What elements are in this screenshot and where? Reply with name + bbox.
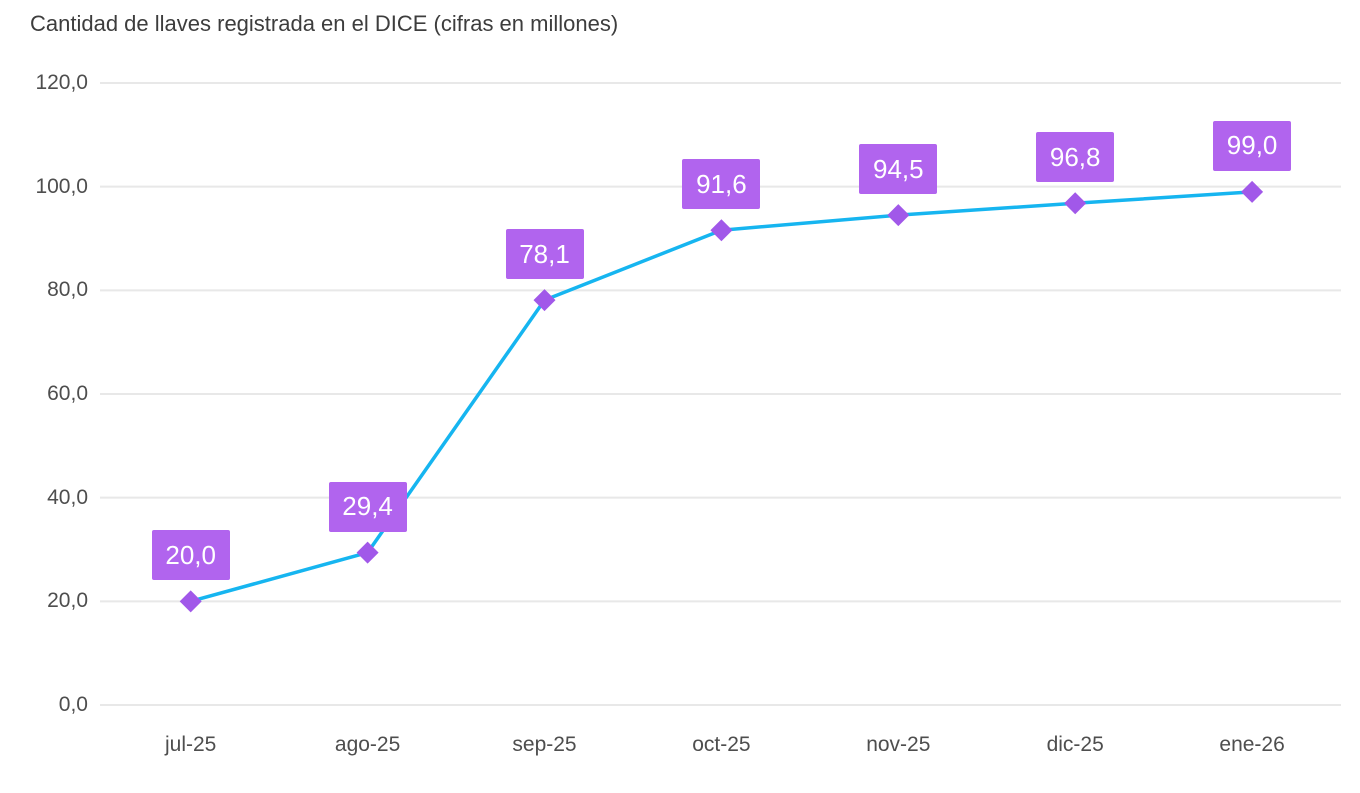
data-point-marker <box>356 541 379 564</box>
data-point-marker <box>533 289 556 312</box>
series-line <box>188 190 1254 604</box>
chart-title: Cantidad de llaves registrada en el DICE… <box>30 11 619 36</box>
data-point-marker <box>1064 192 1087 215</box>
data-point-marker <box>710 219 733 242</box>
data-point-marker <box>1241 180 1264 203</box>
data-point-marker <box>179 590 202 613</box>
data-point-marker <box>887 204 910 227</box>
